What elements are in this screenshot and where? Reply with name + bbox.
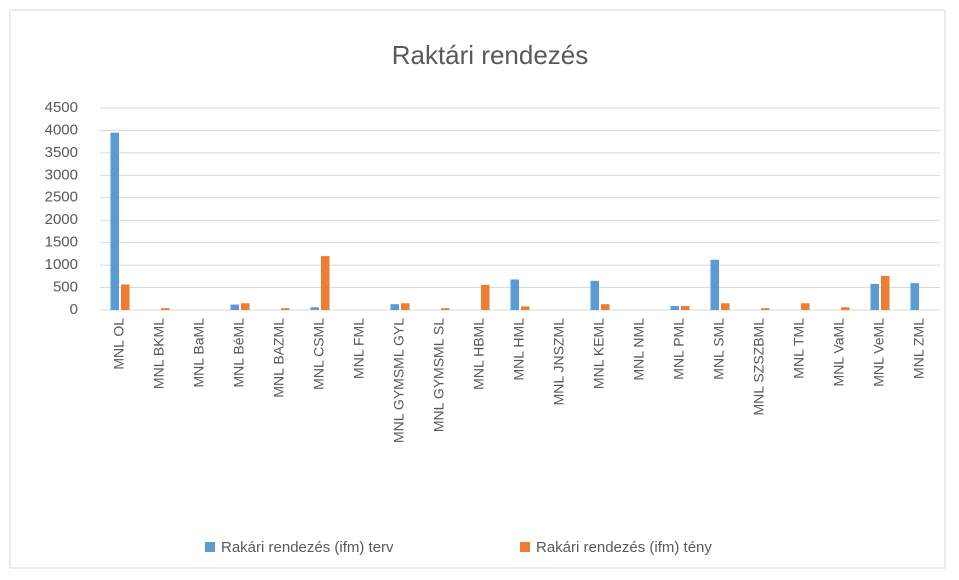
- x-tick-label: MNL HBML: [471, 318, 487, 390]
- x-tick-label: MNL BKML: [151, 318, 167, 389]
- bar: [281, 308, 290, 310]
- y-tick-label: 4000: [45, 121, 78, 138]
- y-tick-label: 4500: [45, 99, 78, 116]
- bar: [441, 308, 450, 310]
- x-tick-label: MNL PML: [671, 318, 687, 380]
- x-tick-label: MNL BAZML: [271, 318, 287, 398]
- y-tick-label: 500: [53, 279, 78, 296]
- x-tick-label: MNL TML: [791, 318, 807, 379]
- y-tick-label: 1500: [45, 234, 78, 251]
- y-tick-label: 2000: [45, 211, 78, 228]
- bar: [161, 308, 170, 310]
- bar: [710, 259, 719, 310]
- y-tick-label: 1000: [45, 256, 78, 273]
- x-tick-label: MNL FML: [351, 318, 367, 379]
- bar: [801, 303, 810, 310]
- x-tick-label: MNL GYMSML GYL: [391, 318, 407, 443]
- bar: [590, 280, 599, 310]
- y-tick-label: 2500: [45, 189, 78, 206]
- bar: [841, 307, 850, 310]
- y-tick-label: 3500: [45, 144, 78, 161]
- x-tick-label: MNL OL: [111, 318, 127, 370]
- x-tick-label: MNL VeML: [871, 318, 887, 387]
- x-tick-label: MNL VaML: [831, 318, 847, 387]
- bar: [870, 283, 879, 310]
- bar: [390, 304, 399, 310]
- x-tick-label: MNL GYMSML SL: [431, 318, 447, 432]
- x-tick-label: MNL KEML: [591, 318, 607, 389]
- x-tick-label: MNL SML: [711, 318, 727, 380]
- x-tick-label: MNL NML: [631, 318, 647, 381]
- bar: [521, 306, 530, 310]
- bar: [241, 303, 250, 310]
- legend-label: Rakári rendezés (ifm) terv: [221, 539, 394, 556]
- bar: [321, 256, 330, 310]
- bar: [401, 303, 410, 310]
- bar: [310, 307, 319, 310]
- y-tick-label: 0: [70, 301, 78, 318]
- bar: [230, 304, 239, 310]
- x-tick-label: MNL HML: [511, 318, 527, 381]
- legend-swatch: [520, 542, 530, 552]
- x-tick-label: MNL CSML: [311, 318, 327, 390]
- bar: [121, 284, 130, 310]
- x-tick-label: MNL BaML: [191, 318, 207, 388]
- bar: [910, 283, 919, 310]
- bar: [110, 132, 119, 310]
- bar: [721, 303, 730, 310]
- legend-label: Rakári rendezés (ifm) tény: [536, 539, 712, 556]
- chart-border: [9, 9, 946, 569]
- chart-title: Raktári rendezés: [392, 40, 589, 70]
- x-tick-label: MNL JNSZML: [551, 318, 567, 406]
- bar: [670, 305, 679, 310]
- legend-swatch: [205, 542, 215, 552]
- bar: [881, 275, 890, 310]
- bar: [510, 279, 519, 310]
- bar: [681, 305, 690, 310]
- bar: [761, 308, 770, 310]
- x-tick-label: MNL ZML: [911, 318, 927, 379]
- x-tick-label: MNL SZSZBML: [751, 318, 767, 416]
- bar: [481, 284, 490, 310]
- x-tick-label: MNL BéML: [231, 318, 247, 388]
- bar: [601, 304, 610, 310]
- y-tick-label: 3000: [45, 166, 78, 183]
